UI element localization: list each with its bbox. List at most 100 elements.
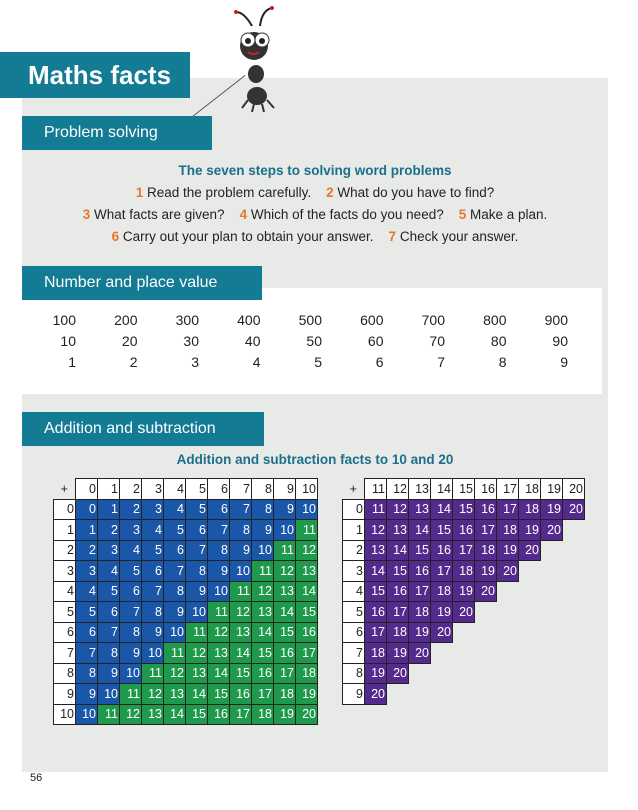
sum-cell: 11 <box>251 560 274 582</box>
sum-cell: 4 <box>141 519 164 541</box>
row-header: 6 <box>342 621 365 643</box>
section-place-value: Number and place value <box>22 266 262 300</box>
sum-cell: 12 <box>386 498 409 520</box>
column-header: 15 <box>452 478 475 500</box>
place-value-cell: 7 <box>437 354 445 370</box>
table-row: 4 15 16 17 18 19 20 <box>342 580 585 602</box>
table-row: 9 9 10 11 12 13 14 15 16 17 18 19 <box>53 683 318 705</box>
empty-cell <box>497 684 519 705</box>
empty-cell <box>431 663 453 684</box>
table-row: 0 11 12 13 14 15 16 17 18 19 20 <box>342 498 585 520</box>
step-text: Check your answer. <box>399 229 519 244</box>
step-number: 6 <box>111 229 120 244</box>
sum-cell: 9 <box>273 498 296 520</box>
sum-cell: 15 <box>273 621 296 643</box>
place-value-panel <box>20 288 602 394</box>
sum-cell: 10 <box>141 642 164 664</box>
sum-cell: 19 <box>430 601 453 623</box>
place-value-cell: 2 <box>129 354 138 370</box>
empty-cell <box>541 540 563 561</box>
sum-cell: 12 <box>141 683 164 705</box>
table-row: 4 4 5 6 7 8 9 10 11 12 13 14 <box>53 580 318 602</box>
sum-cell: 11 <box>119 683 142 705</box>
sum-cell: 13 <box>163 683 186 705</box>
place-value-cell: 50 <box>306 333 322 349</box>
sum-cell: 6 <box>75 621 98 643</box>
column-header: 13 <box>408 478 431 500</box>
sum-cell: 11 <box>141 662 164 684</box>
empty-cell <box>541 643 563 664</box>
header-row: +11 12 13 14 15 16 17 18 19 20 <box>343 478 585 500</box>
sum-cell: 18 <box>386 621 409 643</box>
sum-cell: 20 <box>474 580 497 602</box>
empty-cell <box>519 622 541 643</box>
sum-cell: 4 <box>119 539 142 561</box>
sum-cell: 15 <box>207 683 230 705</box>
place-value-cell: 30 <box>183 333 199 349</box>
sum-cell: 13 <box>273 580 296 602</box>
sum-cell: 12 <box>207 621 230 643</box>
sum-cell: 18 <box>273 683 296 705</box>
sum-cell: 20 <box>452 601 475 623</box>
sum-cell: 11 <box>207 601 230 623</box>
sum-cell: 8 <box>163 580 186 602</box>
sum-cell: 8 <box>119 621 142 643</box>
sum-cell: 14 <box>185 683 208 705</box>
row-header: 1 <box>53 519 76 541</box>
sum-cell: 1 <box>97 498 120 520</box>
sum-cell: 14 <box>163 703 186 725</box>
row-header: 3 <box>342 560 365 582</box>
sum-cell: 17 <box>430 560 453 582</box>
column-header: 2 <box>119 478 142 500</box>
column-header: 18 <box>518 478 541 500</box>
step-text: Carry out your plan to obtain your answe… <box>122 229 374 244</box>
sum-cell: 9 <box>207 560 230 582</box>
sum-cell: 3 <box>119 519 142 541</box>
row-header: 0 <box>342 498 365 520</box>
table-row: 8 19 20 <box>342 662 585 684</box>
sum-cell: 5 <box>75 601 98 623</box>
empty-cell <box>563 540 585 561</box>
sum-cell: 8 <box>185 560 208 582</box>
row-header: 9 <box>53 683 76 705</box>
sum-cell: 16 <box>229 683 252 705</box>
empty-cell <box>409 663 431 684</box>
ant-mascot-icon <box>234 6 275 113</box>
sum-cell: 11 <box>163 642 186 664</box>
sum-cell: 16 <box>364 601 387 623</box>
sum-cell: 7 <box>119 601 142 623</box>
corner-plus: + <box>60 481 68 496</box>
column-header: 19 <box>540 478 563 500</box>
sum-cell: 18 <box>518 498 541 520</box>
step-number: 2 <box>326 185 334 200</box>
sum-cell: 13 <box>295 560 318 582</box>
sum-cell: 5 <box>141 539 164 561</box>
column-header: 9 <box>273 478 296 500</box>
column-header: 0 <box>75 478 98 500</box>
column-header: 10 <box>295 478 318 500</box>
sum-cell: 14 <box>251 621 274 643</box>
sum-cell: 12 <box>295 539 318 561</box>
column-header: 5 <box>185 478 208 500</box>
place-value-cell: 600 <box>360 312 384 328</box>
column-header: 8 <box>251 478 274 500</box>
sum-cell: 8 <box>251 498 274 520</box>
sum-cell: 9 <box>141 621 164 643</box>
sum-cell: 7 <box>141 580 164 602</box>
column-header: 1 <box>97 478 120 500</box>
sum-cell: 7 <box>97 621 120 643</box>
place-value-cell: 60 <box>367 333 384 349</box>
sum-cell: 15 <box>430 519 453 541</box>
place-value-cell: 200 <box>114 312 138 328</box>
sum-cell: 20 <box>408 642 431 664</box>
sum-cell: 13 <box>185 662 208 684</box>
empty-cell <box>563 561 585 582</box>
sum-cell: 9 <box>163 601 186 623</box>
place-value-row: 1 2 3 4 5 6 7 8 9 <box>40 354 590 375</box>
place-value-cell: 20 <box>121 333 138 349</box>
tables-heading: Addition and subtraction facts to 10 and… <box>176 452 454 467</box>
sum-cell: 18 <box>251 703 274 725</box>
place-value-cell: 300 <box>175 312 199 328</box>
sum-cell: 14 <box>207 662 230 684</box>
sum-cell: 7 <box>163 560 186 582</box>
